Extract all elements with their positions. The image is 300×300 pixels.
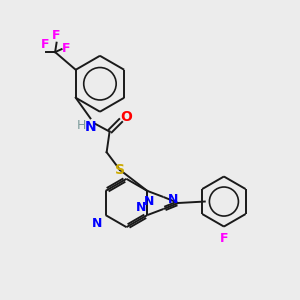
Text: N: N — [85, 120, 97, 134]
Text: N: N — [168, 193, 178, 206]
Text: F: F — [51, 29, 60, 42]
Text: F: F — [61, 42, 70, 55]
Text: N: N — [92, 217, 103, 230]
Text: N: N — [144, 195, 154, 208]
Text: S: S — [116, 163, 125, 177]
Text: N: N — [136, 201, 146, 214]
Text: H: H — [76, 119, 86, 132]
Text: F: F — [220, 232, 228, 245]
Text: F: F — [40, 38, 49, 51]
Text: O: O — [121, 110, 133, 124]
